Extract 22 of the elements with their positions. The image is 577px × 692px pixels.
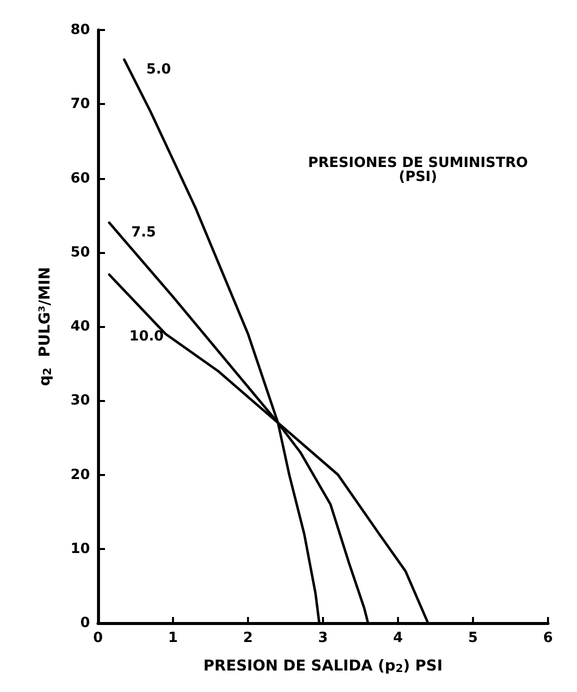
- y-tick-label: 0: [80, 615, 90, 631]
- y-tick-label: 80: [70, 22, 90, 38]
- x-tick-label: 3: [318, 630, 328, 646]
- x-axis-title: PRESION DE SALIDA (p2) PSI: [203, 656, 443, 675]
- x-tick-label: 5: [468, 630, 478, 646]
- x-tick-label: 2: [243, 630, 253, 646]
- series-label: 7.5: [131, 224, 156, 241]
- y-tick-label: 60: [70, 170, 90, 186]
- y-tick-label: 40: [70, 318, 90, 334]
- x-tick-label: 6: [543, 630, 553, 646]
- y-tick-label: 30: [70, 392, 90, 409]
- y-tick-label: 50: [70, 244, 90, 260]
- x-tick-label: 4: [393, 630, 404, 646]
- annotation: PRESIONES DE SUMINISTRO (PSI): [308, 155, 528, 185]
- y-tick-label: 20: [70, 466, 90, 483]
- y-tick-label: 70: [70, 96, 90, 112]
- y-tick-label: 10: [70, 540, 90, 557]
- y-axis-title: q2 PULG³/MIN: [36, 267, 54, 386]
- x-tick-label: 0: [93, 630, 104, 646]
- series-label: 10.0: [129, 328, 164, 345]
- x-tick-label: 1: [168, 630, 178, 646]
- series-label: 5.0: [146, 62, 172, 78]
